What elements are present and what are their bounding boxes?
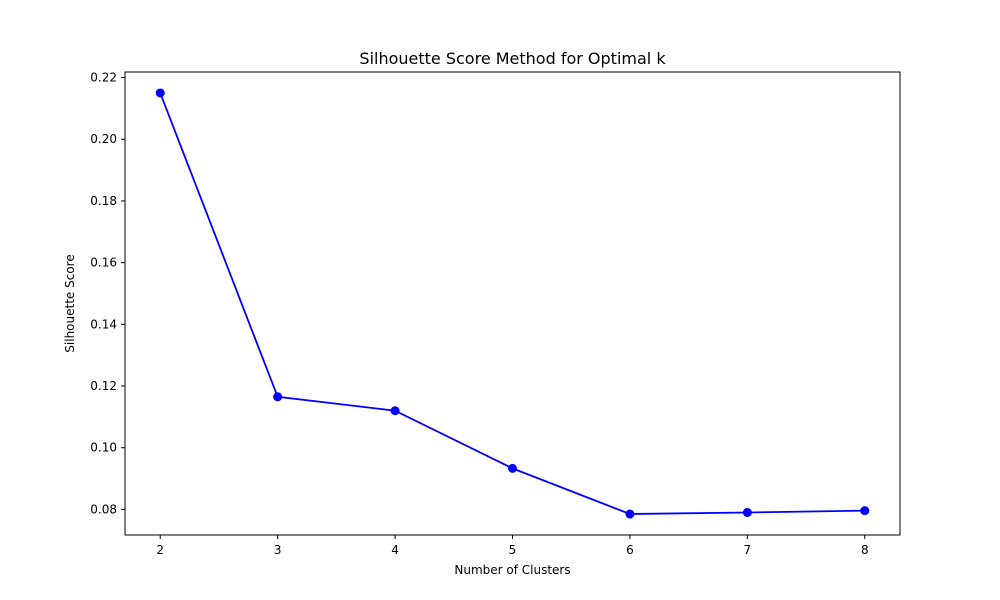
series-layer — [155, 88, 870, 519]
y-tick-label: 0.22 — [90, 71, 117, 85]
y-tick-label: 0.14 — [90, 317, 117, 331]
data-point — [742, 507, 752, 517]
data-point — [508, 463, 517, 473]
x-tick-label: 7 — [744, 543, 752, 557]
x-tick-label: 4 — [391, 543, 399, 557]
y-axis-label: Silhouette Score — [63, 254, 77, 352]
x-tick-label: 5 — [509, 543, 517, 557]
x-axis-label: Number of Clusters — [454, 563, 570, 577]
x-axis-ticks: 2 3 4 5 6 7 8 — [156, 535, 869, 557]
y-tick-label: 0.12 — [90, 379, 117, 393]
x-tick-label: 2 — [156, 543, 164, 557]
data-point — [273, 392, 283, 402]
y-tick-label: 0.18 — [90, 194, 117, 208]
y-tick-label: 0.16 — [90, 256, 117, 270]
x-tick-label: 3 — [274, 543, 282, 557]
data-point — [625, 509, 635, 519]
y-tick-label: 0.08 — [90, 502, 117, 516]
chart-title: Silhouette Score Method for Optimal k — [359, 49, 666, 68]
data-point — [860, 506, 870, 516]
x-tick-label: 6 — [626, 543, 634, 557]
y-axis-ticks: 0.08 0.10 0.12 0.14 0.16 0.18 0.20 0.22 — [90, 71, 125, 516]
y-tick-label: 0.20 — [90, 132, 117, 146]
data-point — [155, 88, 165, 98]
x-tick-label: 8 — [861, 543, 869, 557]
data-point — [390, 406, 400, 416]
y-tick-label: 0.10 — [90, 441, 117, 455]
